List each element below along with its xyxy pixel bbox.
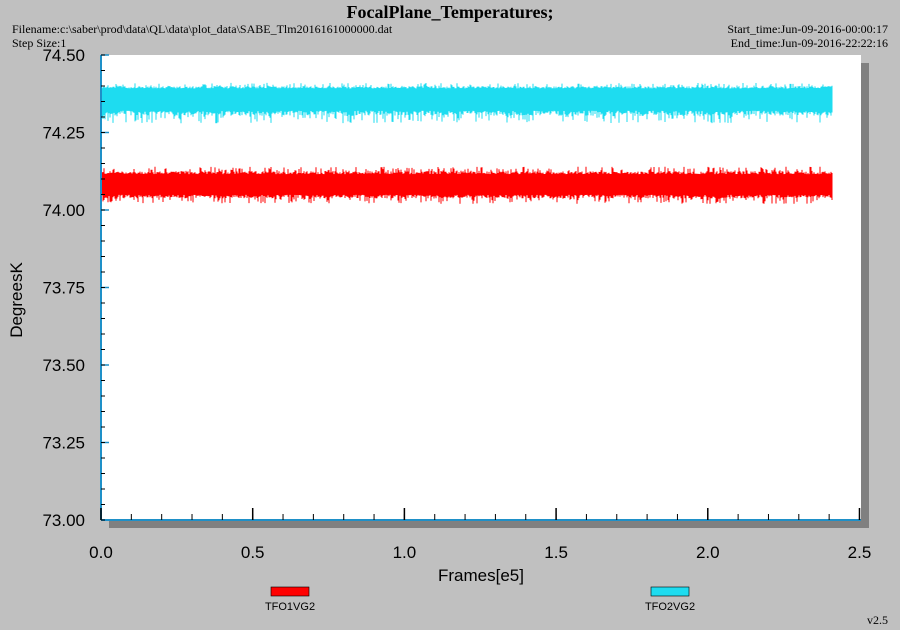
series-tfo2vg2 — [100, 82, 833, 124]
version-label: v2.5 — [867, 613, 888, 627]
start-time-label: Start_time:Jun-09-2016-00:00:17 — [727, 22, 888, 36]
y-tick-label: 74.50 — [42, 46, 85, 65]
legend-swatch-tfo2vg2 — [650, 586, 690, 597]
legend-label-tfo1vg2: TFO1VG2 — [265, 601, 315, 613]
x-tick-label: 0.5 — [241, 543, 265, 562]
axis-layer: 73.00 73.25 73.50 73.75 74.00 74.25 74.50 0.0 0.… — [42, 46, 871, 562]
legend-swatch-tfo1vg2 — [270, 586, 310, 597]
legend-label-tfo2vg2: TFO2VG2 — [645, 601, 695, 613]
x-tick-label: 2.0 — [696, 543, 720, 562]
filename-label: Filename:c:\saber\prod\data\QL\data\plot… — [12, 22, 393, 36]
x-tick-label: 1.5 — [544, 543, 568, 562]
y-tick-label: 73.00 — [42, 511, 85, 530]
y-tick-label: 73.50 — [42, 356, 85, 375]
legend: TFO1VG2 TFO2VG2 — [265, 586, 695, 613]
x-tick-label: 2.5 — [848, 543, 872, 562]
series-layer — [100, 82, 833, 204]
plot-area — [101, 55, 861, 520]
x-tick-label: 0.0 — [89, 543, 113, 562]
chart-title: FocalPlane_Temperatures; — [346, 2, 554, 22]
end-time-label: End_time:Jun-09-2016-22:22:16 — [730, 36, 888, 50]
y-tick-label: 74.00 — [42, 201, 85, 220]
y-tick-label: 73.25 — [42, 434, 85, 453]
label-layer: Frames[e5] DegreesK — [7, 262, 524, 585]
y-axis-label: DegreesK — [7, 262, 26, 338]
x-tick-label: 1.0 — [393, 543, 417, 562]
x-axis-label: Frames[e5] — [438, 566, 524, 585]
step-size-label: Step Size:1 — [12, 36, 67, 50]
y-tick-label: 73.75 — [42, 279, 85, 298]
y-tick-label: 74.25 — [42, 124, 85, 143]
